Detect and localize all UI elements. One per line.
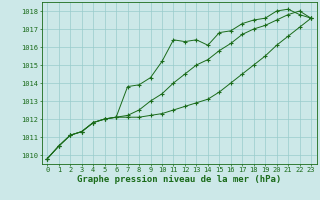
- X-axis label: Graphe pression niveau de la mer (hPa): Graphe pression niveau de la mer (hPa): [77, 175, 281, 184]
